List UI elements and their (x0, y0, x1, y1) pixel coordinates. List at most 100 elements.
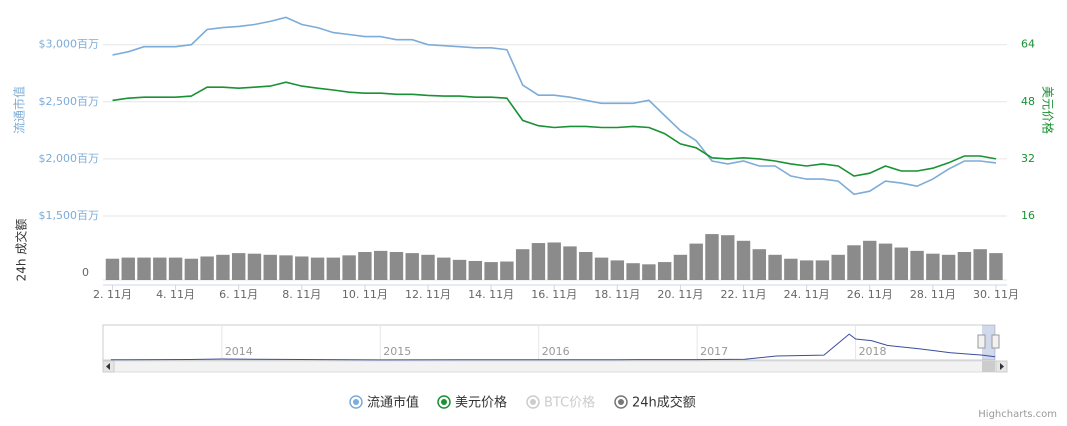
volume-bar (547, 242, 561, 280)
legend-icon-dot (530, 399, 536, 405)
legend-icon-dot (353, 399, 359, 405)
series-line (112, 81, 997, 177)
legend-label[interactable]: 24h成交额 (632, 395, 696, 411)
volume-bar (768, 254, 782, 280)
y2-tick-label: 48 (1021, 95, 1035, 108)
navigator-tick-label: 2016 (542, 345, 570, 358)
x-tick-label: 8. 11月 (282, 288, 321, 301)
volume-bar (847, 245, 861, 280)
navigator-tick-label: 2015 (383, 345, 411, 358)
volume-bar (326, 257, 341, 280)
legend-label[interactable]: 流通市值 (367, 395, 419, 411)
y-tick-label: $2,500百万 (39, 95, 100, 108)
volume-bar (389, 252, 404, 280)
x-tick-label: 4. 11月 (156, 288, 195, 301)
x-tick-label: 14. 11月 (468, 288, 514, 301)
volume-bar (626, 263, 640, 280)
series-line (112, 16, 997, 196)
volume-bar (736, 240, 751, 280)
volume-bar (752, 249, 767, 280)
volume-bar (105, 258, 120, 280)
x-tick-label: 16. 11月 (531, 288, 577, 301)
y3-axis-title: 24h 成交额 (14, 219, 29, 282)
volume-bar (784, 258, 798, 280)
volume-bar (515, 249, 530, 280)
volume-bar (894, 247, 909, 280)
legend-icon-dot (441, 399, 447, 405)
volume-bar (579, 252, 593, 280)
volume-bar (279, 255, 293, 280)
volume-bar (863, 240, 877, 280)
volume-bar (405, 253, 419, 280)
volume-bar (452, 259, 467, 280)
navigator-handle[interactable] (991, 334, 1000, 349)
volume-bar (263, 254, 277, 280)
volume-bar (137, 257, 151, 280)
volume-bar (500, 261, 514, 280)
volume-bar (121, 257, 135, 280)
volume-bar (831, 254, 845, 280)
volume-bar (973, 249, 987, 280)
volume-bar (358, 252, 372, 280)
volume-bar (342, 255, 356, 280)
y-tick-label: $1,500百万 (39, 209, 100, 222)
x-tick-label: 2. 11月 (93, 288, 132, 301)
navigator-tick-label: 2018 (859, 345, 887, 358)
volume-bar (231, 253, 246, 280)
y-axis-title: 流通市值 (12, 86, 27, 134)
volume-bar (153, 257, 167, 280)
volume-bar (989, 253, 1003, 280)
y-tick-label: $3,000百万 (39, 38, 100, 51)
navigator-selection[interactable] (982, 325, 995, 360)
volume-bar (295, 256, 309, 280)
navigator-line (110, 333, 996, 361)
volume-bar (373, 250, 388, 280)
y2-axis-title: 美元价格 (1041, 86, 1056, 134)
y2-tick-label: 16 (1021, 209, 1035, 222)
volume-bar (421, 254, 435, 280)
volume-bar (910, 250, 924, 280)
credits[interactable]: Highcharts.com (978, 409, 1057, 420)
volume-bar (247, 253, 262, 280)
volume-bar (642, 264, 656, 280)
x-tick-label: 10. 11月 (342, 288, 388, 301)
volume-bar (216, 254, 230, 280)
x-tick-label: 18. 11月 (594, 288, 640, 301)
volume-bar (705, 234, 719, 280)
y3-tick-label: 0 (82, 266, 89, 279)
volume-bar (468, 260, 483, 280)
volume-bar (484, 262, 498, 280)
navigator-tick-label: 2017 (700, 345, 728, 358)
x-tick-label: 26. 11月 (847, 288, 893, 301)
volume-bar (184, 258, 199, 280)
volume-bar (610, 260, 625, 280)
volume-bar (721, 235, 735, 280)
volume-bar (531, 243, 546, 280)
volume-bar (563, 246, 577, 280)
volume-bar (594, 257, 609, 280)
x-tick-label: 22. 11月 (721, 288, 767, 301)
x-tick-label: 6. 11月 (219, 288, 258, 301)
x-tick-label: 12. 11月 (405, 288, 451, 301)
volume-bar (437, 257, 451, 280)
scroll-arrow (1000, 363, 1004, 370)
y2-tick-label: 64 (1021, 38, 1035, 51)
scrollbar-thumb[interactable] (982, 361, 995, 372)
legend-label[interactable]: 美元价格 (455, 395, 507, 411)
volume-bar (689, 243, 703, 280)
x-tick-label: 28. 11月 (910, 288, 956, 301)
scrollbar[interactable] (102, 360, 1008, 373)
volume-bar (168, 257, 183, 280)
navigator-handle[interactable] (977, 334, 986, 349)
x-tick-label: 30. 11月 (973, 288, 1019, 301)
volume-bar (200, 256, 214, 280)
volume-bar (657, 262, 672, 280)
volume-bar (957, 252, 972, 280)
y-tick-label: $2,000百万 (39, 152, 100, 165)
volume-bar (310, 257, 325, 280)
volume-bar (878, 243, 893, 280)
x-tick-label: 24. 11月 (784, 288, 830, 301)
legend-label[interactable]: BTC价格 (544, 395, 595, 411)
